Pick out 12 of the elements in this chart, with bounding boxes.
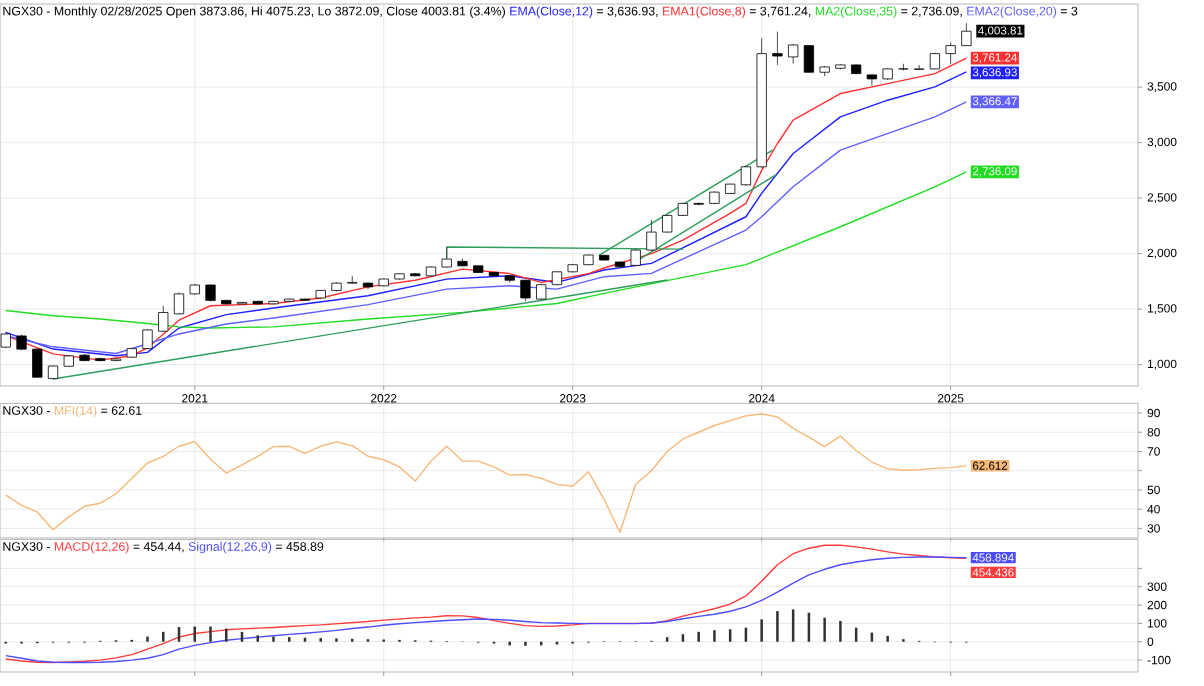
candlestick: [158, 305, 169, 333]
candlestick: [32, 347, 43, 379]
candlestick: [945, 42, 956, 65]
candlestick: [173, 291, 185, 316]
candlestick: [914, 64, 925, 71]
candlestick: [441, 246, 452, 268]
candlestick: [961, 22, 972, 47]
candlestick: [646, 219, 657, 252]
line-series: [5, 171, 968, 329]
candlestick: [803, 44, 815, 74]
candlestick: [866, 73, 878, 87]
candlestick: [772, 31, 783, 66]
